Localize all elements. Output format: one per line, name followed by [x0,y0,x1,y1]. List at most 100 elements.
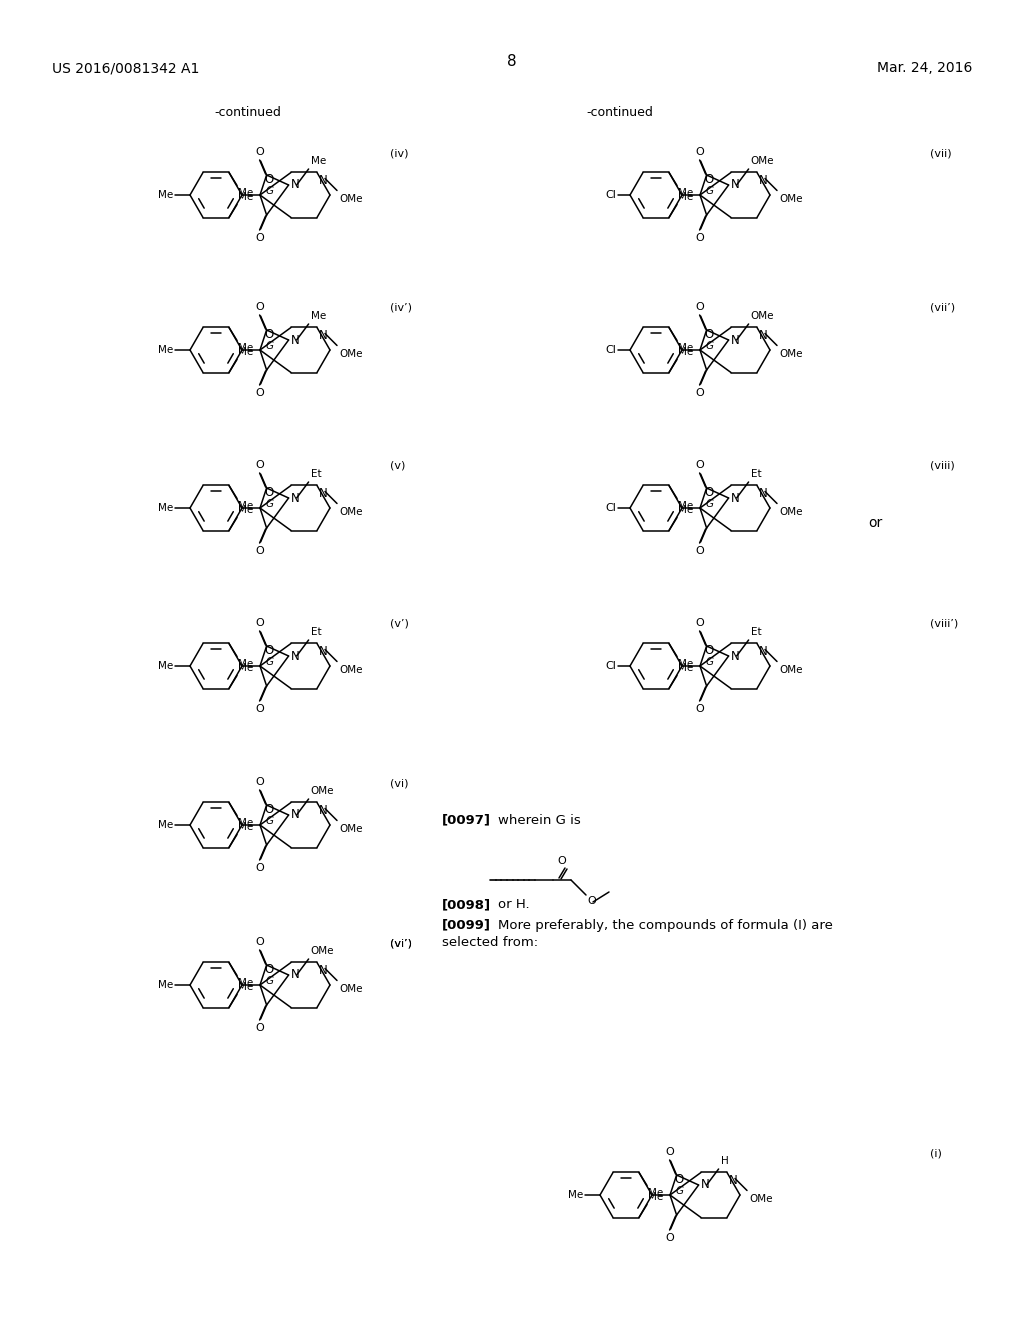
Text: (vi’): (vi’) [390,939,412,948]
Text: O: O [695,302,703,312]
Text: N: N [729,1175,737,1188]
Text: O: O [695,618,703,628]
Text: O: O [255,302,264,312]
Text: Me: Me [678,663,693,672]
Text: O: O [695,459,703,470]
Text: G: G [266,977,274,986]
Text: More preferably, the compounds of formula (I) are: More preferably, the compounds of formul… [498,919,833,932]
Text: Me: Me [238,504,253,515]
Text: O: O [255,618,264,628]
Text: N: N [291,491,299,504]
Text: O: O [558,855,566,866]
Text: O: O [265,964,274,975]
Text: Me: Me [567,1191,583,1200]
Text: O: O [695,147,703,157]
Text: O: O [695,388,703,399]
Text: O: O [255,704,264,714]
Text: Et: Et [751,627,761,638]
Text: N: N [291,178,299,191]
Text: O: O [255,1023,264,1034]
Text: Me: Me [238,343,253,354]
Text: Me: Me [238,191,253,202]
Text: N: N [291,969,299,982]
Text: [0099]: [0099] [442,919,490,932]
Text: O: O [666,1147,674,1158]
Text: N: N [730,178,739,191]
Text: G: G [266,499,274,510]
Text: Me: Me [238,660,253,669]
Text: O: O [705,173,714,186]
Text: N: N [700,1179,710,1192]
Text: Mar. 24, 2016: Mar. 24, 2016 [877,61,972,75]
Text: Me: Me [678,347,693,356]
Text: Me: Me [158,979,173,990]
Text: [0098]: [0098] [442,899,492,912]
Text: -continued: -continued [215,106,282,119]
Text: Me: Me [238,347,253,356]
Text: O: O [695,546,703,556]
Text: Me: Me [678,189,693,198]
Text: O: O [587,896,596,906]
Text: (viii’): (viii’) [930,619,958,630]
Text: Me: Me [678,191,693,202]
Text: Me: Me [648,1188,664,1199]
Text: O: O [255,937,264,946]
Text: OMe: OMe [749,1195,772,1204]
Text: (vii’): (vii’) [930,304,955,313]
Text: G: G [676,1187,684,1196]
Text: wherein G is: wherein G is [498,813,581,826]
Text: G: G [706,657,714,668]
Text: 8: 8 [507,54,517,70]
Text: Et: Et [310,469,322,479]
Text: N: N [291,808,299,821]
Text: N: N [291,334,299,346]
Text: N: N [319,965,328,978]
Text: O: O [695,704,703,714]
Text: O: O [705,327,714,341]
Text: Me: Me [310,312,326,321]
Text: G: G [706,499,714,510]
Text: (viii): (viii) [930,461,954,471]
Text: Me: Me [678,343,693,354]
Text: O: O [255,777,264,787]
Text: N: N [319,487,328,500]
Text: O: O [255,863,264,873]
Text: O: O [705,644,714,657]
Text: selected from:: selected from: [442,936,539,949]
Text: N: N [730,491,739,504]
Text: OMe: OMe [339,507,362,517]
Text: Cl: Cl [605,661,616,671]
Text: OMe: OMe [310,946,334,956]
Text: N: N [730,334,739,346]
Text: Et: Et [751,469,761,479]
Text: Et: Et [310,627,322,638]
Text: Cl: Cl [605,503,616,513]
Text: N: N [291,649,299,663]
Text: Cl: Cl [605,345,616,355]
Text: N: N [730,649,739,663]
Text: OMe: OMe [339,825,362,834]
Text: O: O [666,1233,674,1243]
Text: (iv’): (iv’) [390,304,412,313]
Text: O: O [255,388,264,399]
Text: Me: Me [238,982,253,991]
Text: G: G [266,186,274,197]
Text: OMe: OMe [339,665,362,676]
Text: N: N [319,804,328,817]
Text: O: O [255,459,264,470]
Text: OMe: OMe [339,350,362,359]
Text: O: O [265,486,274,499]
Text: Me: Me [310,156,326,166]
Text: Me: Me [678,502,693,511]
Text: Me: Me [678,504,693,515]
Text: O: O [255,234,264,243]
Text: N: N [759,330,768,342]
Text: G: G [706,342,714,351]
Text: G: G [266,342,274,351]
Text: O: O [695,234,703,243]
Text: O: O [705,486,714,499]
Text: OMe: OMe [751,156,774,166]
Text: (v): (v) [390,461,406,471]
Text: N: N [759,645,768,659]
Text: or: or [868,516,882,531]
